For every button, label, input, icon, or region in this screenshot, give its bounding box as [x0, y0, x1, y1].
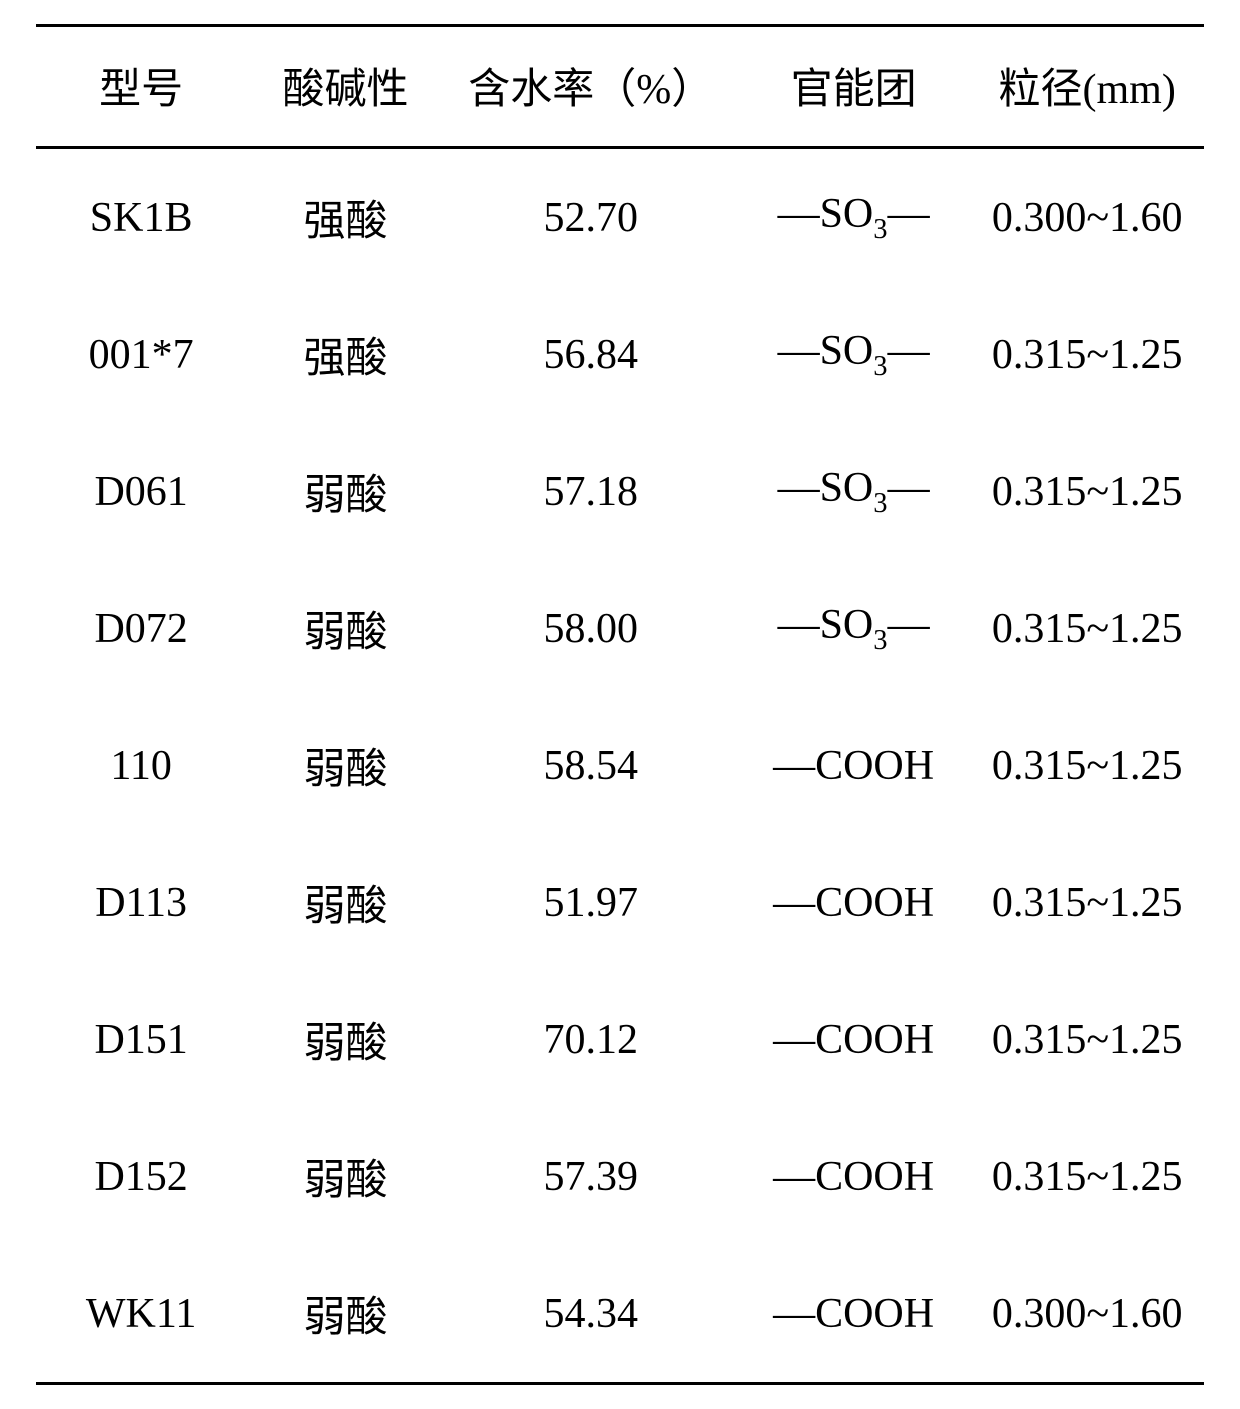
cell-acid-base: 强酸	[246, 148, 445, 287]
cell-model: D152	[36, 1108, 246, 1245]
cell-particle-size: 0.315~1.25	[970, 423, 1204, 560]
cell-functional-group: —COOH	[737, 834, 971, 971]
cell-particle-size: 0.300~1.60	[970, 1245, 1204, 1384]
table-row: D152弱酸57.39—COOH0.315~1.25	[36, 1108, 1204, 1245]
cell-particle-size: 0.315~1.25	[970, 286, 1204, 423]
cell-water-content: 56.84	[445, 286, 737, 423]
col-header-acid-base: 酸碱性	[246, 26, 445, 148]
table-row: D072弱酸58.00—SO3—0.315~1.25	[36, 560, 1204, 697]
cell-acid-base: 弱酸	[246, 971, 445, 1108]
header-row: 型号 酸碱性 含水率（%） 官能团 粒径(mm)	[36, 26, 1204, 148]
table-row: 110弱酸58.54—COOH0.315~1.25	[36, 697, 1204, 834]
cell-water-content: 51.97	[445, 834, 737, 971]
cell-functional-group: —SO3—	[737, 423, 971, 560]
cell-functional-group: —SO3—	[737, 148, 971, 287]
cell-water-content: 54.34	[445, 1245, 737, 1384]
cell-water-content: 57.18	[445, 423, 737, 560]
table-container: 型号 酸碱性 含水率（%） 官能团 粒径(mm) SK1B强酸52.70—SO3…	[0, 0, 1240, 1409]
cell-model: D072	[36, 560, 246, 697]
cell-water-content: 58.00	[445, 560, 737, 697]
cell-water-content: 70.12	[445, 971, 737, 1108]
cell-model: D061	[36, 423, 246, 560]
cell-model: 001*7	[36, 286, 246, 423]
col-header-water-content: 含水率（%）	[445, 26, 737, 148]
cell-acid-base: 弱酸	[246, 423, 445, 560]
col-header-functional-group: 官能团	[737, 26, 971, 148]
cell-functional-group: —SO3—	[737, 286, 971, 423]
table-row: D113弱酸51.97—COOH0.315~1.25	[36, 834, 1204, 971]
cell-acid-base: 弱酸	[246, 697, 445, 834]
cell-particle-size: 0.315~1.25	[970, 971, 1204, 1108]
resin-table: 型号 酸碱性 含水率（%） 官能团 粒径(mm) SK1B强酸52.70—SO3…	[36, 24, 1204, 1385]
cell-particle-size: 0.315~1.25	[970, 697, 1204, 834]
cell-functional-group: —COOH	[737, 1108, 971, 1245]
cell-model: D151	[36, 971, 246, 1108]
cell-particle-size: 0.315~1.25	[970, 1108, 1204, 1245]
cell-water-content: 57.39	[445, 1108, 737, 1245]
table-row: WK11弱酸54.34—COOH0.300~1.60	[36, 1245, 1204, 1384]
table-row: 001*7强酸56.84—SO3—0.315~1.25	[36, 286, 1204, 423]
col-header-particle-size: 粒径(mm)	[970, 26, 1204, 148]
cell-water-content: 52.70	[445, 148, 737, 287]
cell-model: D113	[36, 834, 246, 971]
cell-model: SK1B	[36, 148, 246, 287]
table-row: D151弱酸70.12—COOH0.315~1.25	[36, 971, 1204, 1108]
table-row: SK1B强酸52.70—SO3—0.300~1.60	[36, 148, 1204, 287]
cell-acid-base: 弱酸	[246, 834, 445, 971]
cell-acid-base: 弱酸	[246, 1245, 445, 1384]
cell-model: 110	[36, 697, 246, 834]
cell-functional-group: —COOH	[737, 971, 971, 1108]
cell-water-content: 58.54	[445, 697, 737, 834]
cell-functional-group: —COOH	[737, 697, 971, 834]
table-body: SK1B强酸52.70—SO3—0.300~1.60001*7强酸56.84—S…	[36, 148, 1204, 1384]
cell-particle-size: 0.315~1.25	[970, 834, 1204, 971]
cell-model: WK11	[36, 1245, 246, 1384]
col-header-model: 型号	[36, 26, 246, 148]
cell-particle-size: 0.315~1.25	[970, 560, 1204, 697]
cell-particle-size: 0.300~1.60	[970, 148, 1204, 287]
cell-functional-group: —SO3—	[737, 560, 971, 697]
cell-acid-base: 弱酸	[246, 560, 445, 697]
cell-functional-group: —COOH	[737, 1245, 971, 1384]
cell-acid-base: 强酸	[246, 286, 445, 423]
cell-acid-base: 弱酸	[246, 1108, 445, 1245]
table-row: D061弱酸57.18—SO3—0.315~1.25	[36, 423, 1204, 560]
